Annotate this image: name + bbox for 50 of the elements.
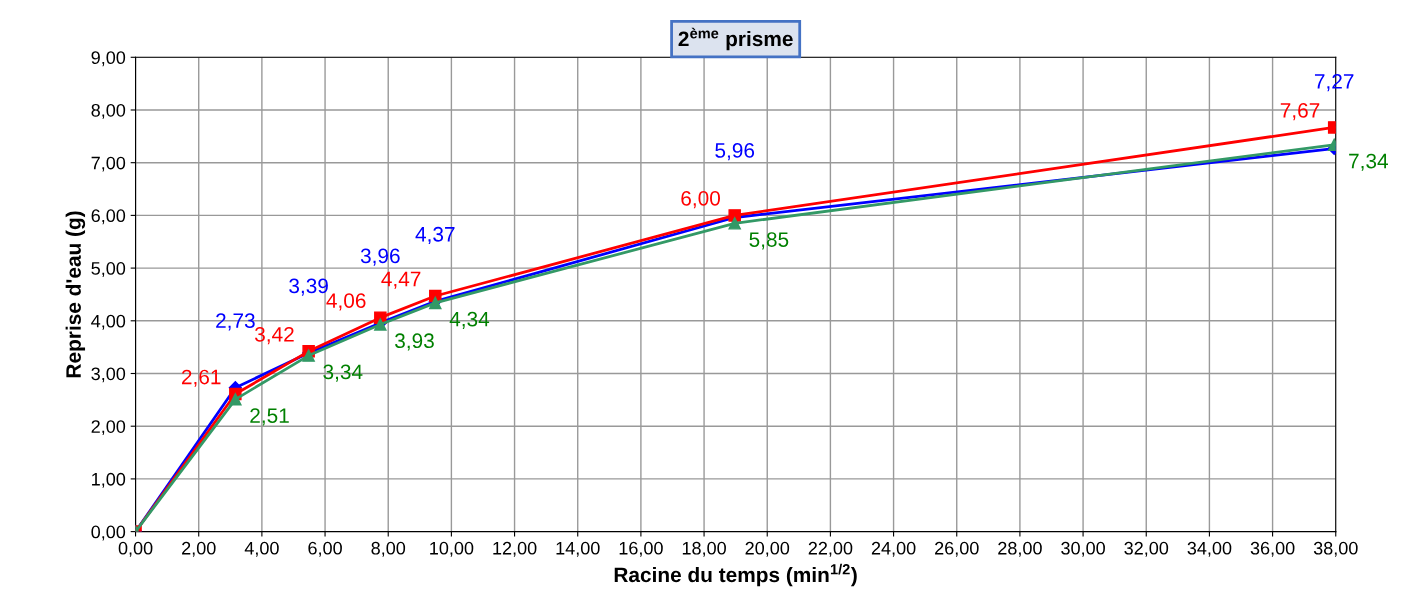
data-label: 2,73 <box>216 313 255 331</box>
x-tick-label: 14,00 <box>556 541 600 557</box>
y-tick-label: 9,00 <box>91 51 126 67</box>
x-tick-label: 28,00 <box>998 541 1042 557</box>
data-label: 3,96 <box>360 248 400 266</box>
x-axis-title: Racine du temps (min$^{1/2}$) <box>614 563 857 587</box>
y-tick-label: 1,00 <box>92 472 126 488</box>
y-axis-title: Reprise d'eau (g) <box>65 211 86 378</box>
y-tick-label: 6,00 <box>91 209 126 225</box>
x-tick-label: 24,00 <box>871 541 916 557</box>
y-tick-label: 5,00 <box>91 262 126 277</box>
x-tick-label: 4,00 <box>244 541 279 557</box>
data-label: 3,93 <box>395 333 434 351</box>
data-label: 2,61 <box>181 369 221 387</box>
data-label: 6,00 <box>681 190 720 209</box>
data-label: 3,42 <box>255 326 294 345</box>
x-tick-label: 18,00 <box>682 541 726 557</box>
y-tick-label: 0,00 <box>91 525 126 541</box>
x-tick-label: 22,00 <box>808 541 853 557</box>
y-tick-label: 7,00 <box>91 156 126 172</box>
y-tick-label: 8,00 <box>91 103 126 119</box>
data-label: 4,34 <box>449 311 490 329</box>
data-label: 4,06 <box>326 293 366 311</box>
data-label: 7,34 <box>1349 153 1388 171</box>
x-tick-label: 36,00 <box>1250 541 1295 557</box>
data-label: 2,51 <box>250 408 289 426</box>
chart-title: 2$^{ème}$ prisme <box>678 27 793 51</box>
data-label: 3,39 <box>289 278 328 296</box>
x-tick-label: 38,00 <box>1313 541 1358 557</box>
x-tick-label: 10,00 <box>430 541 474 557</box>
x-tick-label: 26,00 <box>935 541 979 557</box>
data-label: 4,37 <box>415 226 455 245</box>
data-label: 3,34 <box>323 364 363 382</box>
x-tick-label: 12,00 <box>493 541 537 557</box>
data-label: 5,85 <box>749 232 789 250</box>
y-tick-label: 4,00 <box>91 314 126 330</box>
data-label: 4,47 <box>381 271 421 289</box>
data-label: 5,96 <box>715 143 755 161</box>
x-tick-label: 30,00 <box>1061 541 1105 557</box>
y-tick-label: 3,00 <box>91 367 126 383</box>
x-tick-label: 34,00 <box>1187 541 1232 557</box>
x-tick-label: 6,00 <box>308 541 342 557</box>
x-tick-label: 2,00 <box>182 541 216 557</box>
x-tick-label: 16,00 <box>619 541 663 557</box>
x-tick-label: 32,00 <box>1124 541 1169 557</box>
data-label: 7,67 <box>1280 102 1320 121</box>
y-tick-label: 2,00 <box>91 420 126 436</box>
x-tick-label: 8,00 <box>371 541 406 557</box>
x-tick-label: 0,00 <box>118 541 153 557</box>
x-tick-label: 20,00 <box>745 541 790 557</box>
